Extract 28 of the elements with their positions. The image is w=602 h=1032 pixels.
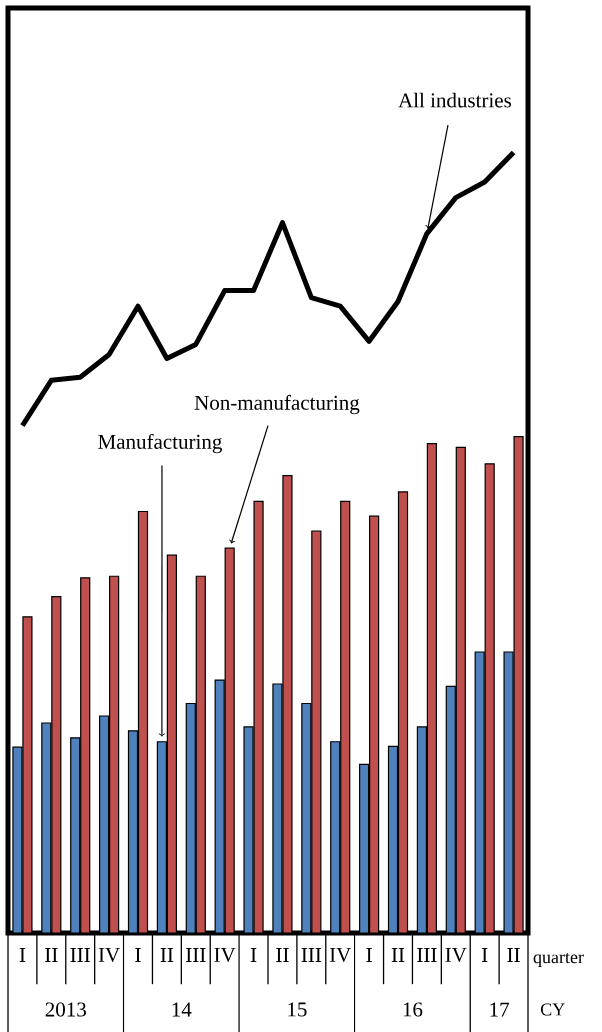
x-tick-label: I bbox=[135, 948, 141, 962]
x-tick-label: III bbox=[417, 948, 437, 962]
text: 2013 bbox=[45, 1002, 86, 1017]
text: 15 bbox=[288, 1002, 307, 1017]
x-tick-label: I bbox=[366, 948, 372, 962]
x-tick-label: II bbox=[45, 948, 58, 962]
text: 16 bbox=[403, 1002, 423, 1017]
x-tick-label: I bbox=[481, 948, 488, 962]
x-tick-label: II bbox=[391, 948, 405, 962]
x-tick-label: III bbox=[301, 948, 322, 962]
x-tick-label: IV bbox=[98, 947, 120, 963]
x-tick-label: II bbox=[160, 948, 174, 962]
text: 14 bbox=[172, 1002, 192, 1017]
x-tick-label: IV bbox=[329, 947, 352, 963]
x-tick-label: IV bbox=[214, 947, 236, 963]
x-tick-label: III bbox=[186, 948, 206, 962]
x-tick-label: IV bbox=[445, 947, 467, 963]
text: Non-manufacturing bbox=[194, 394, 360, 415]
x-tick-label: III bbox=[70, 948, 90, 962]
text: Manufacturing bbox=[98, 433, 222, 454]
text: All industries bbox=[398, 92, 512, 108]
x-axis-title: quarter bbox=[533, 952, 584, 967]
x-tick-label: I bbox=[250, 948, 257, 962]
x-tick-label: II bbox=[276, 948, 289, 962]
x-tick-label: II bbox=[507, 948, 520, 962]
text: 17 bbox=[490, 1002, 510, 1017]
text: CY bbox=[540, 1003, 565, 1016]
x-tick-label: I bbox=[19, 948, 26, 962]
